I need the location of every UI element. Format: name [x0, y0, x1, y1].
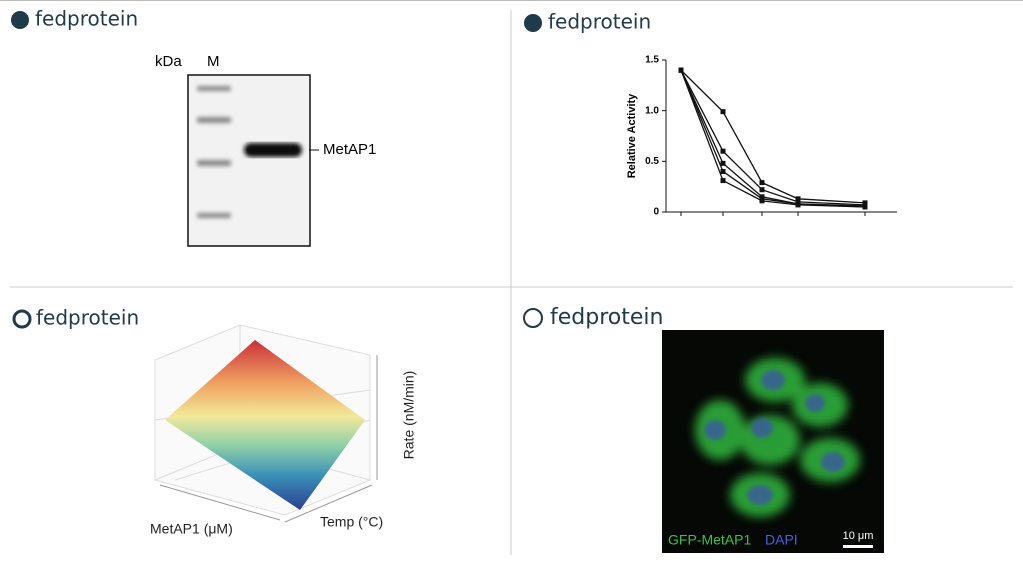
point	[795, 196, 801, 202]
line-chart: Relative Activity 0 0.5 1.0 1.5	[626, 55, 897, 218]
series-line	[680, 69, 866, 208]
point	[720, 160, 726, 166]
lane-label: M	[207, 53, 220, 70]
micrograph: GFP-MetAP1 DAPI 10 μm	[662, 330, 884, 553]
scale-bar-label: 10 μm	[843, 530, 874, 542]
brand: fedprotein	[548, 10, 651, 34]
y-tick-label: 0	[653, 207, 659, 218]
gel-panel: kDa M MetAP1	[155, 53, 376, 247]
surface-panel: MetAP1 (μM) Temp (°C) Rate (nM/min)	[150, 324, 417, 537]
y-axis-label: Relative Activity	[626, 93, 638, 178]
point	[720, 148, 726, 154]
point	[720, 168, 726, 174]
channel-label: DAPI	[765, 532, 798, 548]
point	[759, 180, 765, 186]
point	[862, 204, 868, 210]
band-label: MetAP1	[323, 141, 376, 158]
point	[720, 109, 726, 115]
y-tick-label: 1.0	[645, 105, 659, 116]
axis-label: MetAP1 (μM)	[150, 521, 233, 537]
axis-label: Rate (nM/min)	[401, 371, 417, 460]
brand: fedprotein	[36, 306, 139, 330]
series-line	[680, 69, 866, 208]
brand-logo: fedprotein fedprotein fedprotein fedprot…	[11, 7, 663, 330]
point	[759, 187, 765, 193]
point	[678, 67, 684, 73]
brand: fedprotein	[550, 305, 663, 330]
point	[720, 178, 726, 184]
channel-label: GFP-MetAP1	[668, 532, 751, 548]
y-tick-label: 0.5	[645, 156, 659, 167]
y-tick-label: 1.5	[645, 55, 659, 66]
point	[759, 198, 765, 204]
axis-label: Temp (°C)	[320, 514, 383, 530]
point	[795, 202, 801, 208]
brand: fedprotein	[35, 7, 138, 31]
unit-label: kDa	[155, 53, 182, 70]
